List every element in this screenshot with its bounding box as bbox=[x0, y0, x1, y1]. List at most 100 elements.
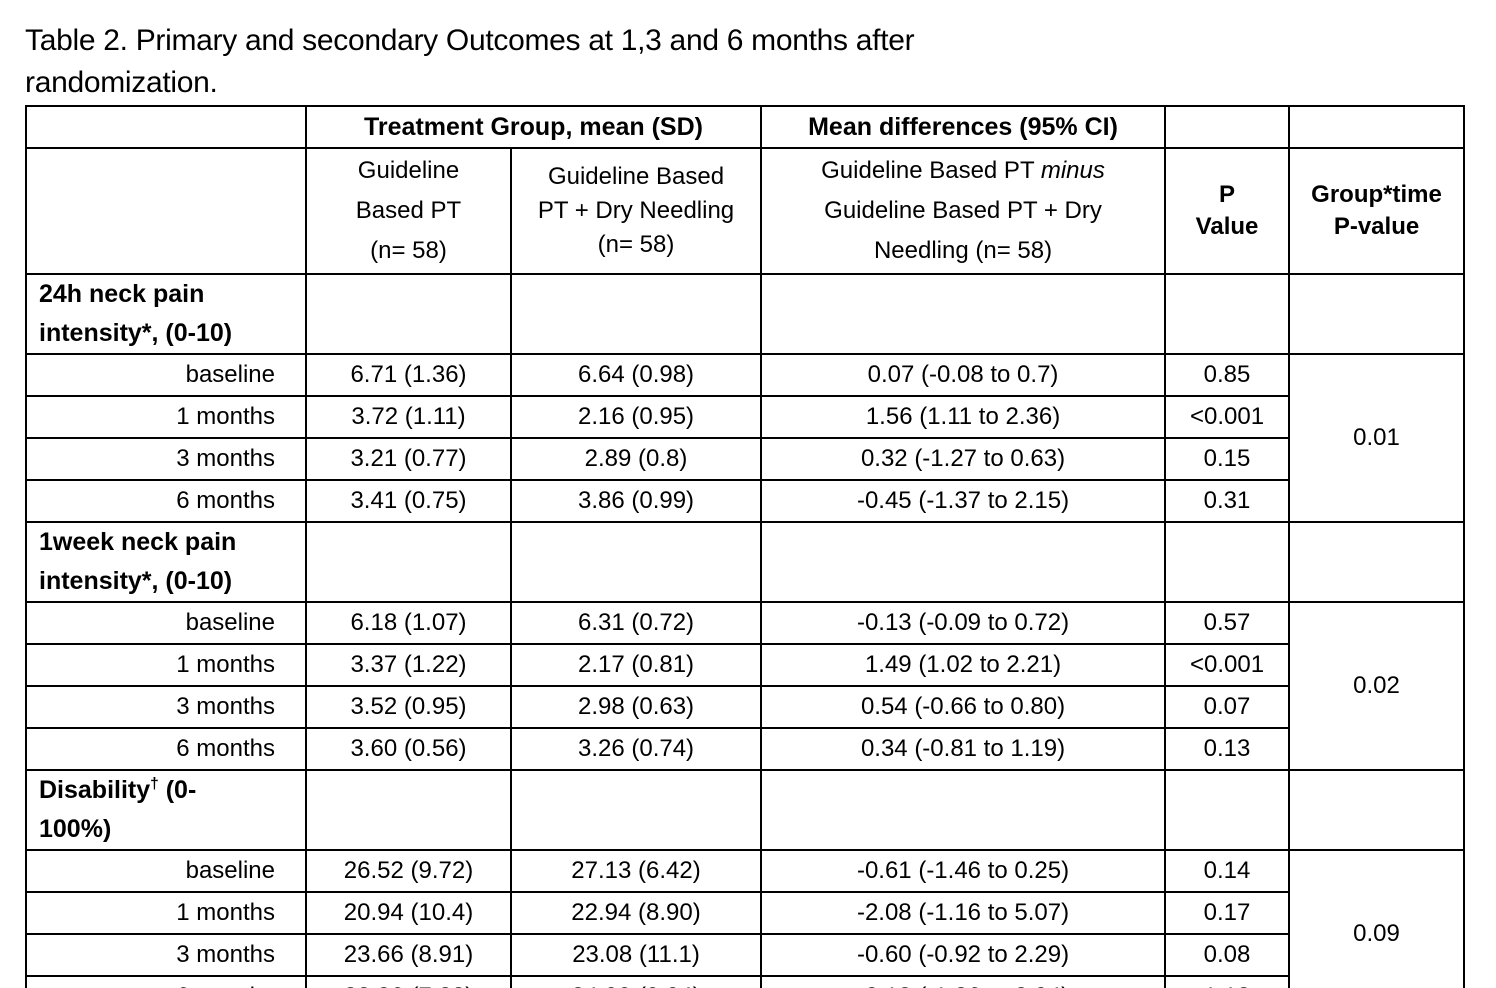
section-header-disability: Disability† (0-100%) bbox=[25, 769, 1466, 851]
value-cell: 6.64 (0.98) bbox=[509, 353, 763, 397]
section-header-24h-neck-pain: 24h neck pain intensity*, (0-10) bbox=[25, 273, 1466, 355]
mean-difference-cell: -2.13 (-1.86 to 2.94) bbox=[760, 975, 1167, 988]
empty-cell bbox=[1288, 521, 1466, 603]
time-label-cell: 6 months bbox=[25, 727, 307, 771]
p-value-cell: 1.12 bbox=[1164, 975, 1291, 988]
group-time-p-cell: 0.02 bbox=[1288, 601, 1466, 771]
time-label-cell: baseline bbox=[25, 601, 307, 645]
table-row: 3 months 3.21 (0.77) 2.89 (0.8) 0.32 (-1… bbox=[25, 437, 1464, 481]
header-guideline-pt-dry-needling: Guideline Based PT + Dry Needling (n= 58… bbox=[509, 147, 763, 275]
section-label-text: 1week neck pain intensity*, (0-10) bbox=[39, 528, 237, 595]
empty-cell bbox=[509, 521, 763, 603]
mean-difference-cell: -0.45 (-1.37 to 2.15) bbox=[760, 479, 1167, 523]
mean-difference-cell: -0.60 (-0.92 to 2.29) bbox=[760, 933, 1167, 977]
header-line: Guideline Based PT + Dry bbox=[824, 197, 1102, 224]
value-cell: 2.98 (0.63) bbox=[509, 685, 763, 729]
value-cell: 27.13 (6.42) bbox=[509, 849, 763, 893]
empty-cell bbox=[760, 273, 1167, 355]
header-line: (n= 58) bbox=[370, 237, 447, 264]
header-line: Guideline Based PT minus bbox=[763, 151, 1163, 191]
value-cell: 22.94 (8.90) bbox=[509, 891, 763, 935]
table-row: baseline 6.71 (1.36) 6.64 (0.98) 0.07 (-… bbox=[25, 353, 1466, 523]
header-line: Guideline Based bbox=[547, 163, 725, 190]
table-row: baseline 26.52 (9.72) 27.13 (6.42) -0.61… bbox=[25, 849, 1466, 988]
table-caption: Table 2. Primary and secondary Outcomes … bbox=[25, 24, 915, 99]
p-value-cell: 0.13 bbox=[1164, 727, 1291, 771]
table-row: 6 months 3.60 (0.56) 3.26 (0.74) 0.34 (-… bbox=[25, 727, 1464, 771]
header-guideline-pt: Guideline Based PT (n= 58) bbox=[305, 147, 512, 275]
empty-cell bbox=[305, 769, 512, 851]
empty-cell bbox=[760, 521, 1167, 603]
empty-cell bbox=[1164, 521, 1291, 603]
header-line: P bbox=[1219, 181, 1236, 208]
empty-cell bbox=[1164, 769, 1291, 851]
header-line: Group*time bbox=[1311, 181, 1442, 208]
p-value-cell: <0.001 bbox=[1164, 643, 1291, 687]
value-cell: 3.60 (0.56) bbox=[305, 727, 512, 771]
empty-cell bbox=[25, 147, 307, 275]
table-row: baseline 6.18 (1.07) 6.31 (0.72) -0.13 (… bbox=[25, 601, 1466, 771]
value-cell: 2.17 (0.81) bbox=[509, 643, 763, 687]
value-cell: 3.86 (0.99) bbox=[509, 479, 763, 523]
table-row: 1 months 3.37 (1.22) 2.17 (0.81) 1.49 (1… bbox=[25, 643, 1464, 687]
empty-cell bbox=[1288, 105, 1466, 149]
p-value-cell: 0.85 bbox=[1164, 353, 1291, 397]
time-label-cell: 1 months bbox=[25, 643, 307, 687]
section-label-cell: 24h neck pain intensity*, (0-10) bbox=[25, 273, 307, 355]
value-cell: 26.52 (9.72) bbox=[305, 849, 512, 893]
p-value-cell: 0.17 bbox=[1164, 891, 1291, 935]
mean-difference-cell: 1.49 (1.02 to 2.21) bbox=[760, 643, 1167, 687]
time-label-cell: 3 months bbox=[25, 933, 307, 977]
dagger-symbol: † bbox=[150, 775, 159, 793]
mean-difference-cell: 1.56 (1.11 to 2.36) bbox=[760, 395, 1167, 439]
empty-cell bbox=[760, 769, 1167, 851]
empty-cell bbox=[305, 273, 512, 355]
value-cell: 3.21 (0.77) bbox=[305, 437, 512, 481]
header-row-groups: Treatment Group, mean (SD) Mean differen… bbox=[25, 105, 1466, 149]
value-cell: 23.08 (11.1) bbox=[509, 933, 763, 977]
empty-cell bbox=[305, 521, 512, 603]
value-cell: 2.89 (0.8) bbox=[509, 437, 763, 481]
table-row: 1 months 20.94 (10.4) 22.94 (8.90) -2.08… bbox=[25, 891, 1464, 935]
header-line: Needling (n= 58) bbox=[873, 237, 1053, 264]
value-cell: 3.41 (0.75) bbox=[305, 479, 512, 523]
p-value-cell: 0.15 bbox=[1164, 437, 1291, 481]
header-p-value: P Value bbox=[1164, 147, 1291, 275]
time-label-cell: 1 months bbox=[25, 395, 307, 439]
header-mean-diff-detail: Guideline Based PT minus Guideline Based… bbox=[760, 147, 1167, 275]
p-value-cell: 0.31 bbox=[1164, 479, 1291, 523]
section-label-post: (0-100%) bbox=[39, 776, 197, 843]
empty-cell bbox=[509, 769, 763, 851]
group-time-p-cell: 0.01 bbox=[1288, 353, 1466, 523]
table-row: 3 months 3.52 (0.95) 2.98 (0.63) 0.54 (-… bbox=[25, 685, 1464, 729]
value-cell: 6.31 (0.72) bbox=[509, 601, 763, 645]
value-cell: 3.26 (0.74) bbox=[509, 727, 763, 771]
header-line: P-value bbox=[1333, 213, 1420, 240]
header-line: Based PT bbox=[355, 197, 462, 224]
group-time-p-cell: 0.09 bbox=[1288, 849, 1466, 988]
section-label-cell: 1week neck pain intensity*, (0-10) bbox=[25, 521, 307, 603]
header-line: Value bbox=[1195, 213, 1259, 240]
value-cell: 6.71 (1.36) bbox=[305, 353, 512, 397]
value-cell: 2.16 (0.95) bbox=[509, 395, 763, 439]
time-label-cell: baseline bbox=[25, 849, 307, 893]
p-value-cell: 0.14 bbox=[1164, 849, 1291, 893]
empty-cell bbox=[1164, 273, 1291, 355]
value-cell: 3.37 (1.22) bbox=[305, 643, 512, 687]
outcomes-table: Treatment Group, mean (SD) Mean differen… bbox=[25, 105, 1466, 988]
header-mean-differences: Mean differences (95% CI) bbox=[760, 105, 1167, 149]
header-line: PT + Dry Needling bbox=[537, 197, 735, 224]
p-value-cell: 0.07 bbox=[1164, 685, 1291, 729]
time-label-cell: 6 months bbox=[25, 975, 307, 988]
value-cell: 20.94 (10.4) bbox=[305, 891, 512, 935]
empty-cell bbox=[1288, 273, 1466, 355]
p-value-cell: 0.08 bbox=[1164, 933, 1291, 977]
time-label-cell: 6 months bbox=[25, 479, 307, 523]
p-value-cell: <0.001 bbox=[1164, 395, 1291, 439]
time-label-cell: 3 months bbox=[25, 437, 307, 481]
header-treatment-group: Treatment Group, mean (SD) bbox=[304, 105, 763, 149]
section-label-text: Disability bbox=[39, 776, 151, 804]
header-line: Guideline bbox=[357, 157, 460, 184]
value-cell: 22.86 (7,28) bbox=[305, 975, 512, 988]
header-diff-regular: Guideline Based PT bbox=[821, 157, 1041, 184]
